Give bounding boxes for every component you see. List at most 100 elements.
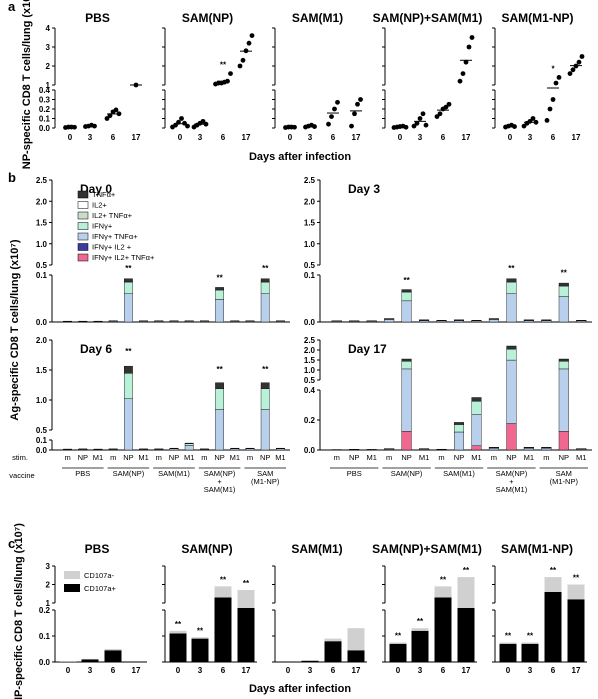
- data-point: [200, 118, 206, 124]
- significance-mark: **: [505, 632, 512, 641]
- x-tick-label: 17: [132, 666, 141, 675]
- stacked-bar-segment: [260, 388, 270, 410]
- panel-b-y-label: Ag-specific CD8 T cells/lung (x10⁷): [9, 239, 21, 421]
- data-point: [358, 97, 363, 102]
- panel-c-y-tick-label: 0.1: [39, 632, 51, 641]
- stacked-bar-segment: [558, 358, 569, 362]
- panel-b-y-tick-label: 1.5: [304, 356, 316, 365]
- stacked-bar-segment: [276, 320, 285, 322]
- stacked-bar-segment: [78, 448, 88, 450]
- significance-mark: **: [243, 579, 250, 588]
- stacked-bar-segment: [349, 449, 360, 451]
- panel-c-y-tick-label: 0.0: [39, 658, 51, 667]
- panel-c-y-tick-label: 0.2: [39, 606, 51, 615]
- data-point: [434, 114, 440, 119]
- stacked-bar-segment: [276, 447, 285, 449]
- data-point: [352, 111, 357, 117]
- data-point: [579, 54, 585, 59]
- x-tick-label: 6: [441, 666, 446, 675]
- x-tick-label: 17: [132, 133, 141, 142]
- stacked-bar-segment: [558, 368, 569, 432]
- vaccine-label: PBS: [75, 469, 90, 478]
- x-tick-label: 0: [288, 133, 293, 142]
- stacked-bar-segment: [419, 319, 430, 321]
- stim-label: m: [438, 453, 444, 462]
- stim-label: NP: [78, 453, 88, 462]
- legend-swatch: [77, 201, 89, 209]
- data-point: [530, 116, 536, 121]
- stacked-bar-segment: [260, 293, 270, 323]
- stacked-bar-segment: [215, 299, 224, 323]
- stacked-bar-segment: [184, 445, 194, 451]
- stim-label: m: [543, 453, 549, 462]
- data-point: [335, 99, 340, 105]
- bar-cd107a-pos: [521, 643, 539, 662]
- panel-b-y-tick-label: 0.1: [304, 271, 316, 280]
- bar-cd107a-pos: [567, 599, 585, 662]
- significance-mark: **: [220, 575, 227, 584]
- legend-label: CD107a+: [84, 584, 117, 593]
- x-tick-label: 6: [111, 133, 116, 142]
- stacked-bar-segment: [260, 382, 270, 389]
- stim-label: m: [386, 453, 392, 462]
- panel-b-y-tick-label: 0.5: [304, 376, 316, 385]
- stacked-bar-segment: [506, 348, 517, 361]
- panel-b-y-tick-label: 1.0: [304, 366, 316, 375]
- significance-mark: **: [216, 273, 223, 282]
- significance-mark: **: [216, 365, 223, 374]
- data-point: [349, 123, 354, 129]
- stacked-bar-segment: [331, 320, 342, 322]
- bar-cd107a-neg: [169, 630, 187, 634]
- panel-b-y-tick-label: 0.5: [304, 261, 316, 270]
- panel-a-y-tick-label: 0.1: [39, 115, 51, 124]
- x-tick-label: 0: [396, 666, 401, 675]
- stacked-bar-segment: [471, 445, 482, 451]
- stim-label: M1: [230, 453, 240, 462]
- vaccine-label: SAM(NP): [391, 469, 423, 478]
- significance-mark: **: [125, 264, 132, 273]
- stacked-bar-segment: [200, 448, 209, 450]
- panel-b-y-tick-label: 2.0: [304, 197, 316, 206]
- panel-c-y-label: NP-specific CD8 T cells/lung (x10⁷): [13, 523, 25, 699]
- data-point: [326, 121, 331, 127]
- panel-a-y-tick-label: 4: [46, 24, 51, 33]
- x-tick-label: 3: [418, 666, 423, 675]
- panel-b-y-tick-label: 0.0: [36, 446, 48, 455]
- vaccine-label: SAM(M1): [158, 469, 190, 478]
- vaccine-label: SAM: [556, 469, 572, 478]
- stacked-bar-segment: [260, 409, 270, 451]
- x-tick-label: 3: [418, 133, 423, 142]
- stacked-bar-segment: [93, 320, 103, 322]
- stim-label: m: [201, 453, 207, 462]
- panel-a-y-tick-label: 0.3: [39, 96, 51, 105]
- significance-mark: **: [395, 632, 402, 641]
- x-tick-label: 0: [66, 666, 71, 675]
- significance-mark: *: [551, 64, 555, 73]
- stim-label: M1: [471, 453, 481, 462]
- stacked-bar-segment: [230, 447, 240, 449]
- data-point: [179, 116, 184, 121]
- data-point: [240, 57, 246, 63]
- panel-c-title: SAM(M1-NP): [501, 542, 573, 556]
- panel-b-y-tick-label: 0.0: [36, 318, 48, 327]
- stacked-bar-segment: [506, 278, 517, 283]
- stim-label: M1: [576, 453, 586, 462]
- x-tick-label: 3: [308, 133, 313, 142]
- stacked-bar-segment: [200, 320, 209, 322]
- significance-mark: **: [197, 626, 204, 635]
- x-tick-label: 3: [88, 666, 93, 675]
- panel-b-y-tick-label: 0.4: [304, 386, 316, 395]
- vaccine-label: SAM(M1): [204, 485, 236, 494]
- panel-b-y-tick-label: 2.0: [304, 346, 316, 355]
- bar-cd107a-neg: [567, 584, 585, 600]
- vaccine-label: SAM(M1): [496, 485, 528, 494]
- stacked-bar-segment: [541, 320, 552, 323]
- stacked-bar-segment: [453, 424, 465, 433]
- stacked-bar-segment: [245, 320, 255, 322]
- panel-a-y-tick-label: 0.0: [39, 124, 51, 133]
- stacked-bar-segment: [471, 320, 482, 321]
- significance-mark: **: [220, 61, 227, 70]
- stacked-bar-segment: [541, 319, 552, 321]
- stacked-bar-segment: [471, 397, 482, 402]
- stim-label: m: [64, 453, 70, 462]
